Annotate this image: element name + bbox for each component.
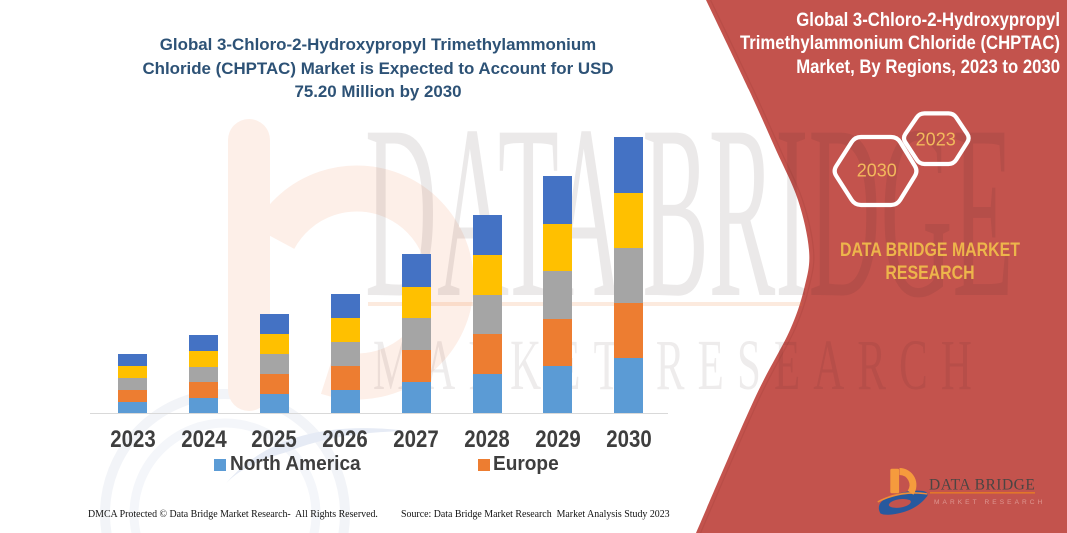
svg-text:2023: 2023 — [916, 129, 956, 149]
svg-text:2030: 2030 — [857, 160, 897, 180]
svg-text:DATA BRIDGE: DATA BRIDGE — [929, 477, 1035, 494]
svg-text:MARKET RESEARCH: MARKET RESEARCH — [934, 499, 1045, 506]
